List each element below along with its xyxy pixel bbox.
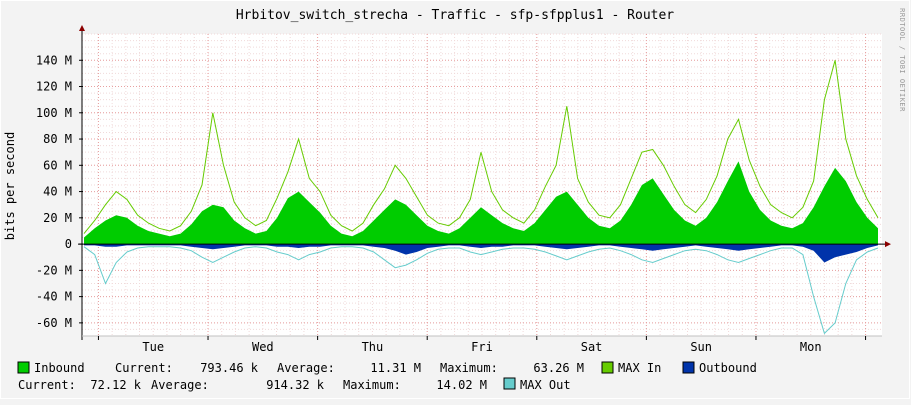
outbound-average-label: Average: <box>151 378 209 392</box>
legend-swatch-outbound <box>682 361 695 374</box>
x-tick-labels: Tue Wed Thu Fri Sat Sun Mon <box>142 340 821 354</box>
chart-title: Hrbitov_switch_strecha - Traffic - sfp-s… <box>236 8 674 23</box>
legend-label-max-out: MAX Out <box>520 378 571 392</box>
outbound-current-label: Current: <box>18 378 76 392</box>
outbound-average-value: 914.32 k <box>266 378 325 392</box>
y-tick-label: 60 M <box>43 158 72 172</box>
legend-swatch-inbound <box>17 361 30 374</box>
grid <box>82 33 882 337</box>
legend-item-max-in: MAX In <box>601 361 661 375</box>
y-tick-label: -40 M <box>36 290 72 304</box>
rrdtool-watermark: RRDTOOL / TOBI OETIKER <box>898 8 906 112</box>
inbound-maximum-label: Maximum: <box>440 361 498 375</box>
y-axis-arrow <box>79 25 85 31</box>
legend-swatch-max-in <box>601 361 614 374</box>
series-max-in-line <box>83 60 879 234</box>
y-tick-label: 20 M <box>43 211 72 225</box>
x-tick-label: Sun <box>690 340 712 354</box>
y-tick-labels: 140 M 120 M 100 M 80 M 60 M 40 M 20 M 0 -20 M -40… <box>36 53 72 330</box>
y-tick-label: 140 M <box>36 53 72 67</box>
series-inbound-area <box>84 161 878 245</box>
legend-label-max-in: MAX In <box>618 361 661 375</box>
y-tick-label: -20 M <box>36 263 72 277</box>
data-marks <box>83 60 879 335</box>
outbound-maximum-label: Maximum: <box>343 378 401 392</box>
x-tick-label: Tue <box>142 340 164 354</box>
legend-label-inbound: Inbound <box>34 361 85 375</box>
inbound-current-value: 793.46 k <box>200 361 259 375</box>
legend: Inbound Current: 793.46 k Average: 11.31… <box>17 361 757 392</box>
legend-item-inbound: Inbound <box>17 361 85 375</box>
y-axis-label: bits per second <box>3 132 17 240</box>
outbound-current-value: 72.12 k <box>90 378 141 392</box>
x-tick-label: Sat <box>581 340 603 354</box>
y-tick-label: 120 M <box>36 80 72 94</box>
x-tick-label: Fri <box>471 340 493 354</box>
inbound-current-label: Current: <box>115 361 173 375</box>
outbound-maximum-value: 14.02 M <box>436 378 487 392</box>
inbound-average-value: 11.31 M <box>370 361 421 375</box>
inbound-stats: Current: 793.46 k Average: 11.31 M Maxim… <box>115 361 584 375</box>
y-tick-label: 80 M <box>43 132 72 146</box>
x-tick-label: Wed <box>252 340 274 354</box>
axes <box>78 25 891 340</box>
inbound-average-label: Average: <box>277 361 335 375</box>
y-tick-label: 40 M <box>43 185 72 199</box>
legend-item-outbound: Outbound <box>682 361 757 375</box>
legend-label-outbound: Outbound <box>699 361 757 375</box>
series-max-out-line <box>83 246 879 335</box>
x-tick-label: Thu <box>362 340 384 354</box>
series-outbound-area <box>84 244 878 263</box>
y-tick-label: 100 M <box>36 106 72 120</box>
x-axis-arrow <box>885 241 891 248</box>
x-tick-label: Mon <box>800 340 822 354</box>
inbound-maximum-value: 63.26 M <box>533 361 584 375</box>
y-tick-label: 0 <box>65 237 72 251</box>
outbound-stats: Current: 72.12 k Average: 914.32 k Maxim… <box>18 378 487 392</box>
legend-item-max-out: MAX Out <box>503 377 571 392</box>
legend-swatch-max-out <box>503 377 516 390</box>
y-tick-label: -60 M <box>36 316 72 330</box>
